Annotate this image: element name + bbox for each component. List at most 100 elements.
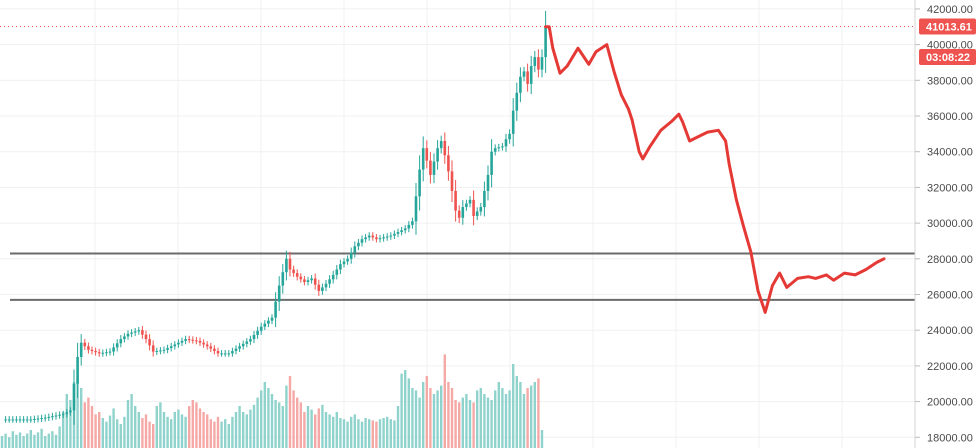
candle-body xyxy=(396,232,400,234)
candle-body xyxy=(155,351,159,353)
candle-body xyxy=(537,57,540,70)
volume-bar xyxy=(62,412,65,448)
candle-body xyxy=(231,351,234,354)
volume-bar xyxy=(152,424,155,448)
candle-body xyxy=(126,333,130,337)
horizontal-levels[interactable] xyxy=(10,252,915,301)
volume-bar xyxy=(116,419,119,448)
candle-body xyxy=(522,71,526,77)
candle-body xyxy=(274,301,277,318)
candle-body xyxy=(285,258,288,273)
volume-bar xyxy=(357,419,360,448)
volume-bar xyxy=(515,376,518,448)
candle-body xyxy=(169,346,173,349)
candle-body xyxy=(191,339,195,341)
volume-bar xyxy=(418,397,421,448)
volume-bar xyxy=(76,376,79,448)
volume-bar xyxy=(36,432,40,448)
volume-bar xyxy=(83,402,86,448)
volume-bar xyxy=(292,390,295,448)
volume-bar xyxy=(479,388,482,448)
drawn-projection[interactable] xyxy=(544,25,886,314)
candle-body xyxy=(540,57,544,70)
volume-bar xyxy=(400,373,403,448)
candle-body xyxy=(205,344,209,347)
volume-bar xyxy=(540,430,544,448)
volume-bar xyxy=(260,390,263,448)
volume-bar xyxy=(155,406,158,448)
candle-body xyxy=(259,326,263,331)
volume-bar xyxy=(29,430,32,448)
volume-bar xyxy=(144,414,148,448)
volume-bar xyxy=(371,420,374,448)
candle-body xyxy=(238,346,241,349)
candle-body xyxy=(22,419,25,421)
volume-bar xyxy=(234,412,238,448)
y-tick-label: 30000.00 xyxy=(927,218,973,230)
volume-bar xyxy=(303,412,306,448)
candle-body xyxy=(270,317,274,321)
candle-body xyxy=(241,343,245,347)
candle-body xyxy=(108,351,112,353)
volume-bar xyxy=(422,382,425,448)
candle-body xyxy=(47,416,51,418)
volume-bar xyxy=(227,424,230,448)
projection-line[interactable] xyxy=(544,25,886,314)
volume-bar xyxy=(342,419,346,448)
volume-bar xyxy=(504,394,508,448)
volume-bar xyxy=(389,419,392,448)
candle-body xyxy=(447,155,450,172)
candle-body xyxy=(299,276,303,280)
volume-bar xyxy=(141,418,144,448)
candle-body xyxy=(76,356,79,384)
candle-body xyxy=(223,353,227,355)
volume-bar xyxy=(108,415,112,448)
volume-bar xyxy=(220,421,223,448)
volume-bar xyxy=(364,418,367,448)
volume-bar xyxy=(47,433,50,448)
y-tick-label: 28000.00 xyxy=(927,254,973,266)
candle-body xyxy=(281,272,285,286)
candle-body xyxy=(115,343,119,348)
volume-bar xyxy=(33,434,36,448)
candle-body xyxy=(411,221,414,225)
volume-bar xyxy=(483,394,486,448)
volume-bar xyxy=(119,424,122,448)
candle-body xyxy=(533,57,537,67)
candle-body xyxy=(472,199,475,216)
y-tick-label: 22000.00 xyxy=(927,361,973,373)
candle-body xyxy=(461,207,465,218)
candle-body xyxy=(101,352,105,354)
candle-body xyxy=(119,339,123,344)
candle-body xyxy=(436,148,439,162)
volume-bar xyxy=(238,406,241,448)
y-tick-label: 42000.00 xyxy=(927,4,973,16)
candle-body xyxy=(267,320,270,324)
volume-bar xyxy=(112,408,115,448)
candle-body xyxy=(148,339,151,346)
volume-bar xyxy=(368,419,371,448)
volume-bar xyxy=(533,382,536,448)
countdown-badge-bg xyxy=(919,49,976,65)
candle-body xyxy=(371,235,375,238)
candle-body xyxy=(306,280,310,283)
price-axis[interactable]: 18000.00 20000.00 22000.00 24000.00 26000.00… xyxy=(915,4,973,444)
volume-bar xyxy=(0,436,4,448)
candle-body xyxy=(33,418,36,420)
volume-bar xyxy=(209,419,212,448)
volume-bar xyxy=(447,382,450,448)
candle-body xyxy=(97,352,101,354)
volume-bar xyxy=(335,412,338,448)
y-tick-label: 26000.00 xyxy=(927,290,973,302)
volume-bar xyxy=(216,416,220,448)
countdown-label: 03:08:22 xyxy=(926,52,970,64)
volume-bar xyxy=(65,394,68,448)
volume-bar xyxy=(382,418,385,448)
volume-bar xyxy=(263,382,266,448)
candle-body xyxy=(432,161,436,175)
candle-body xyxy=(529,66,533,84)
volume-bar xyxy=(375,421,378,448)
candle-body xyxy=(83,342,87,347)
candle-body xyxy=(252,334,256,340)
